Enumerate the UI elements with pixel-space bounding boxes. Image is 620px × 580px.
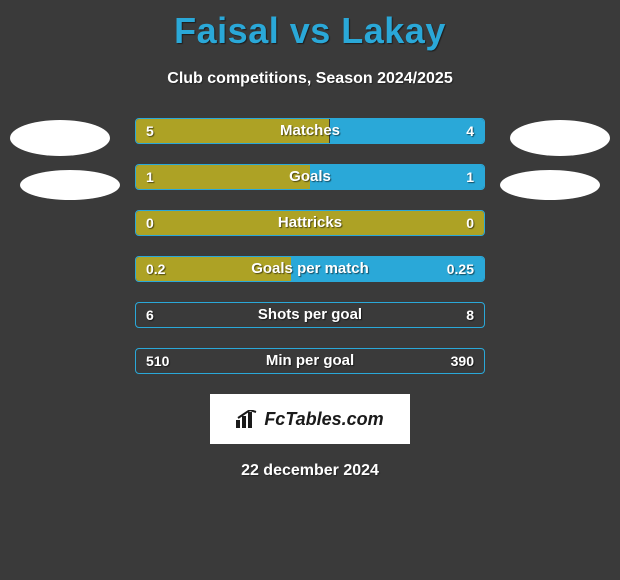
bar-label: Goals: [136, 165, 484, 189]
bar-row: 00Hattricks: [135, 210, 485, 236]
page-title: Faisal vs Lakay: [0, 0, 620, 52]
bar-label: Goals per match: [136, 257, 484, 281]
bar-label: Min per goal: [136, 349, 484, 373]
player-left-avatar-2: [20, 170, 120, 200]
bar-label: Matches: [136, 119, 484, 143]
bar-row: 11Goals: [135, 164, 485, 190]
player-right-avatar-1: [510, 120, 610, 156]
bar-label: Shots per goal: [136, 303, 484, 327]
bar-row: 510390Min per goal: [135, 348, 485, 374]
player-left-avatar-1: [10, 120, 110, 156]
chart-icon: [236, 410, 258, 428]
logo-text: FcTables.com: [264, 409, 383, 430]
player-right-avatar-2: [500, 170, 600, 200]
fctables-logo: FcTables.com: [210, 394, 410, 444]
bars-container: 54Matches 11Goals 00Hattricks 0.20.25Goals …: [135, 118, 485, 374]
bar-row: 68Shots per goal: [135, 302, 485, 328]
comparison-chart: 54Matches 11Goals 00Hattricks 0.20.25Goals …: [0, 118, 620, 374]
subtitle: Club competitions, Season 2024/2025: [0, 70, 620, 88]
date-label: 22 december 2024: [0, 462, 620, 480]
bar-row: 54Matches: [135, 118, 485, 144]
bar-row: 0.20.25Goals per match: [135, 256, 485, 282]
bar-label: Hattricks: [136, 211, 484, 235]
